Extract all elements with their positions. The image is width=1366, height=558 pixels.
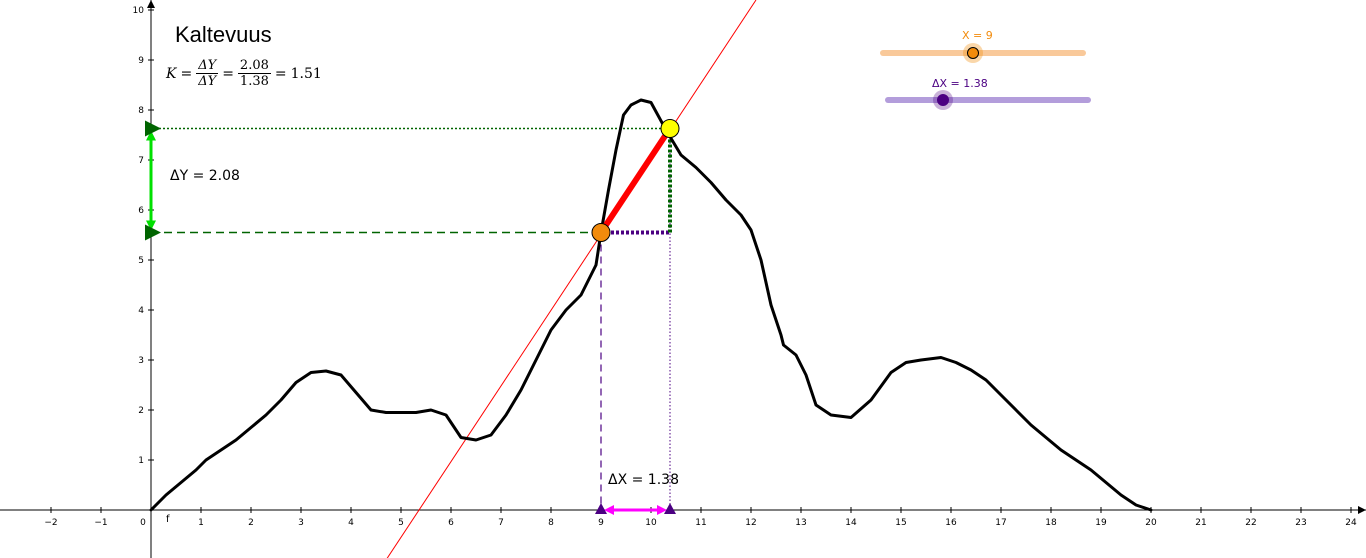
x-tick-label: 14 bbox=[845, 518, 857, 528]
x-marker-b bbox=[664, 503, 676, 514]
guide-lines bbox=[145, 0, 757, 558]
formula-frac2-den: 1.38 bbox=[239, 74, 269, 89]
y-tick-label: 10 bbox=[133, 6, 145, 16]
delta-y-arrowhead-top bbox=[146, 130, 156, 141]
y-axis-arrow bbox=[147, 0, 155, 8]
x-tick-label: 24 bbox=[1345, 518, 1357, 528]
x-tick-label: 18 bbox=[1045, 518, 1057, 528]
point-a bbox=[591, 223, 611, 242]
x-tick-label: 4 bbox=[348, 518, 354, 528]
x-tick-label: 19 bbox=[1095, 518, 1107, 528]
y-tick-label: 3 bbox=[138, 356, 144, 366]
x-tick-label: 3 bbox=[298, 518, 304, 528]
delta-y-label: ΔY = 2.08 bbox=[170, 168, 240, 184]
slider-x-label: X = 9 bbox=[962, 29, 993, 42]
x-tick-label: 20 bbox=[1145, 518, 1157, 528]
slope-formula: K = ΔY ΔY = 2.08 1.38 = 1.51 bbox=[166, 58, 322, 89]
formula-frac1-den: ΔY bbox=[198, 74, 217, 89]
formula-fraction-symbolic: ΔY ΔY bbox=[196, 58, 219, 89]
x-marker-a bbox=[595, 503, 607, 514]
delta-x-arrowhead-left bbox=[604, 505, 614, 515]
x-tick-label: 21 bbox=[1195, 518, 1206, 528]
y-tick-label: 9 bbox=[138, 56, 144, 66]
tangent-line bbox=[386, 0, 757, 558]
x-tick-label: 2 bbox=[248, 518, 254, 528]
x-tick-label: 12 bbox=[745, 518, 756, 528]
y-tick-label: 6 bbox=[138, 206, 144, 216]
x-tick-label: 22 bbox=[1245, 518, 1256, 528]
slider-x-knob[interactable] bbox=[967, 47, 979, 59]
y-tick-label: 7 bbox=[138, 156, 144, 166]
x-tick-label: 8 bbox=[548, 518, 554, 528]
y-tick-label: 2 bbox=[138, 406, 144, 416]
x-tick-label: 23 bbox=[1295, 518, 1306, 528]
slider-x-track[interactable] bbox=[880, 50, 1086, 56]
x-tick-label: 0 bbox=[140, 518, 146, 528]
points-layer bbox=[591, 119, 680, 242]
x-tick-label: 5 bbox=[398, 518, 404, 528]
x-tick-label: −2 bbox=[44, 518, 57, 528]
y-marker-a bbox=[145, 224, 161, 241]
formula-frac2-num: 2.08 bbox=[237, 58, 271, 74]
y-tick-label: 4 bbox=[138, 306, 144, 316]
x-tick-label: 10 bbox=[645, 518, 657, 528]
x-tick-label: 15 bbox=[895, 518, 906, 528]
slider-dx-track[interactable] bbox=[885, 97, 1091, 103]
delta-y-arrowhead-bottom bbox=[146, 220, 156, 231]
y-tick-label: 5 bbox=[138, 256, 144, 266]
y-tick-label: 8 bbox=[138, 106, 144, 116]
x-axis-arrow bbox=[1358, 506, 1366, 514]
x-tick-label: 7 bbox=[498, 518, 504, 528]
formula-result: 1.51 bbox=[290, 65, 322, 82]
secant-segment bbox=[598, 125, 673, 236]
formula-frac1-num: ΔY bbox=[196, 58, 219, 74]
x-tick-label: 13 bbox=[795, 518, 806, 528]
x-tick-label: 16 bbox=[945, 518, 957, 528]
x-tick-label: 9 bbox=[598, 518, 604, 528]
page-title: Kaltevuus bbox=[175, 22, 272, 47]
y-tick-label: 1 bbox=[138, 456, 144, 466]
x-tick-label: 1 bbox=[198, 518, 204, 528]
function-curve bbox=[149, 98, 1153, 512]
x-tick-label: 17 bbox=[995, 518, 1006, 528]
slider-dx-label: ΔX = 1.38 bbox=[932, 77, 988, 90]
formula-fraction-numeric: 2.08 1.38 bbox=[237, 58, 271, 89]
delta-x-label: ΔX = 1.38 bbox=[608, 472, 679, 488]
function-name-label: f bbox=[166, 514, 170, 525]
function-curve-layer bbox=[149, 98, 1153, 512]
x-tick-label: −1 bbox=[94, 518, 107, 528]
point-b bbox=[660, 119, 680, 138]
x-tick-label: 11 bbox=[695, 518, 706, 528]
delta-x-arrowhead-right bbox=[657, 505, 667, 515]
formula-lhs: K bbox=[166, 65, 177, 82]
x-tick-label: 6 bbox=[448, 518, 454, 528]
slider-dx-knob[interactable] bbox=[937, 94, 949, 106]
y-marker-b bbox=[145, 120, 161, 137]
